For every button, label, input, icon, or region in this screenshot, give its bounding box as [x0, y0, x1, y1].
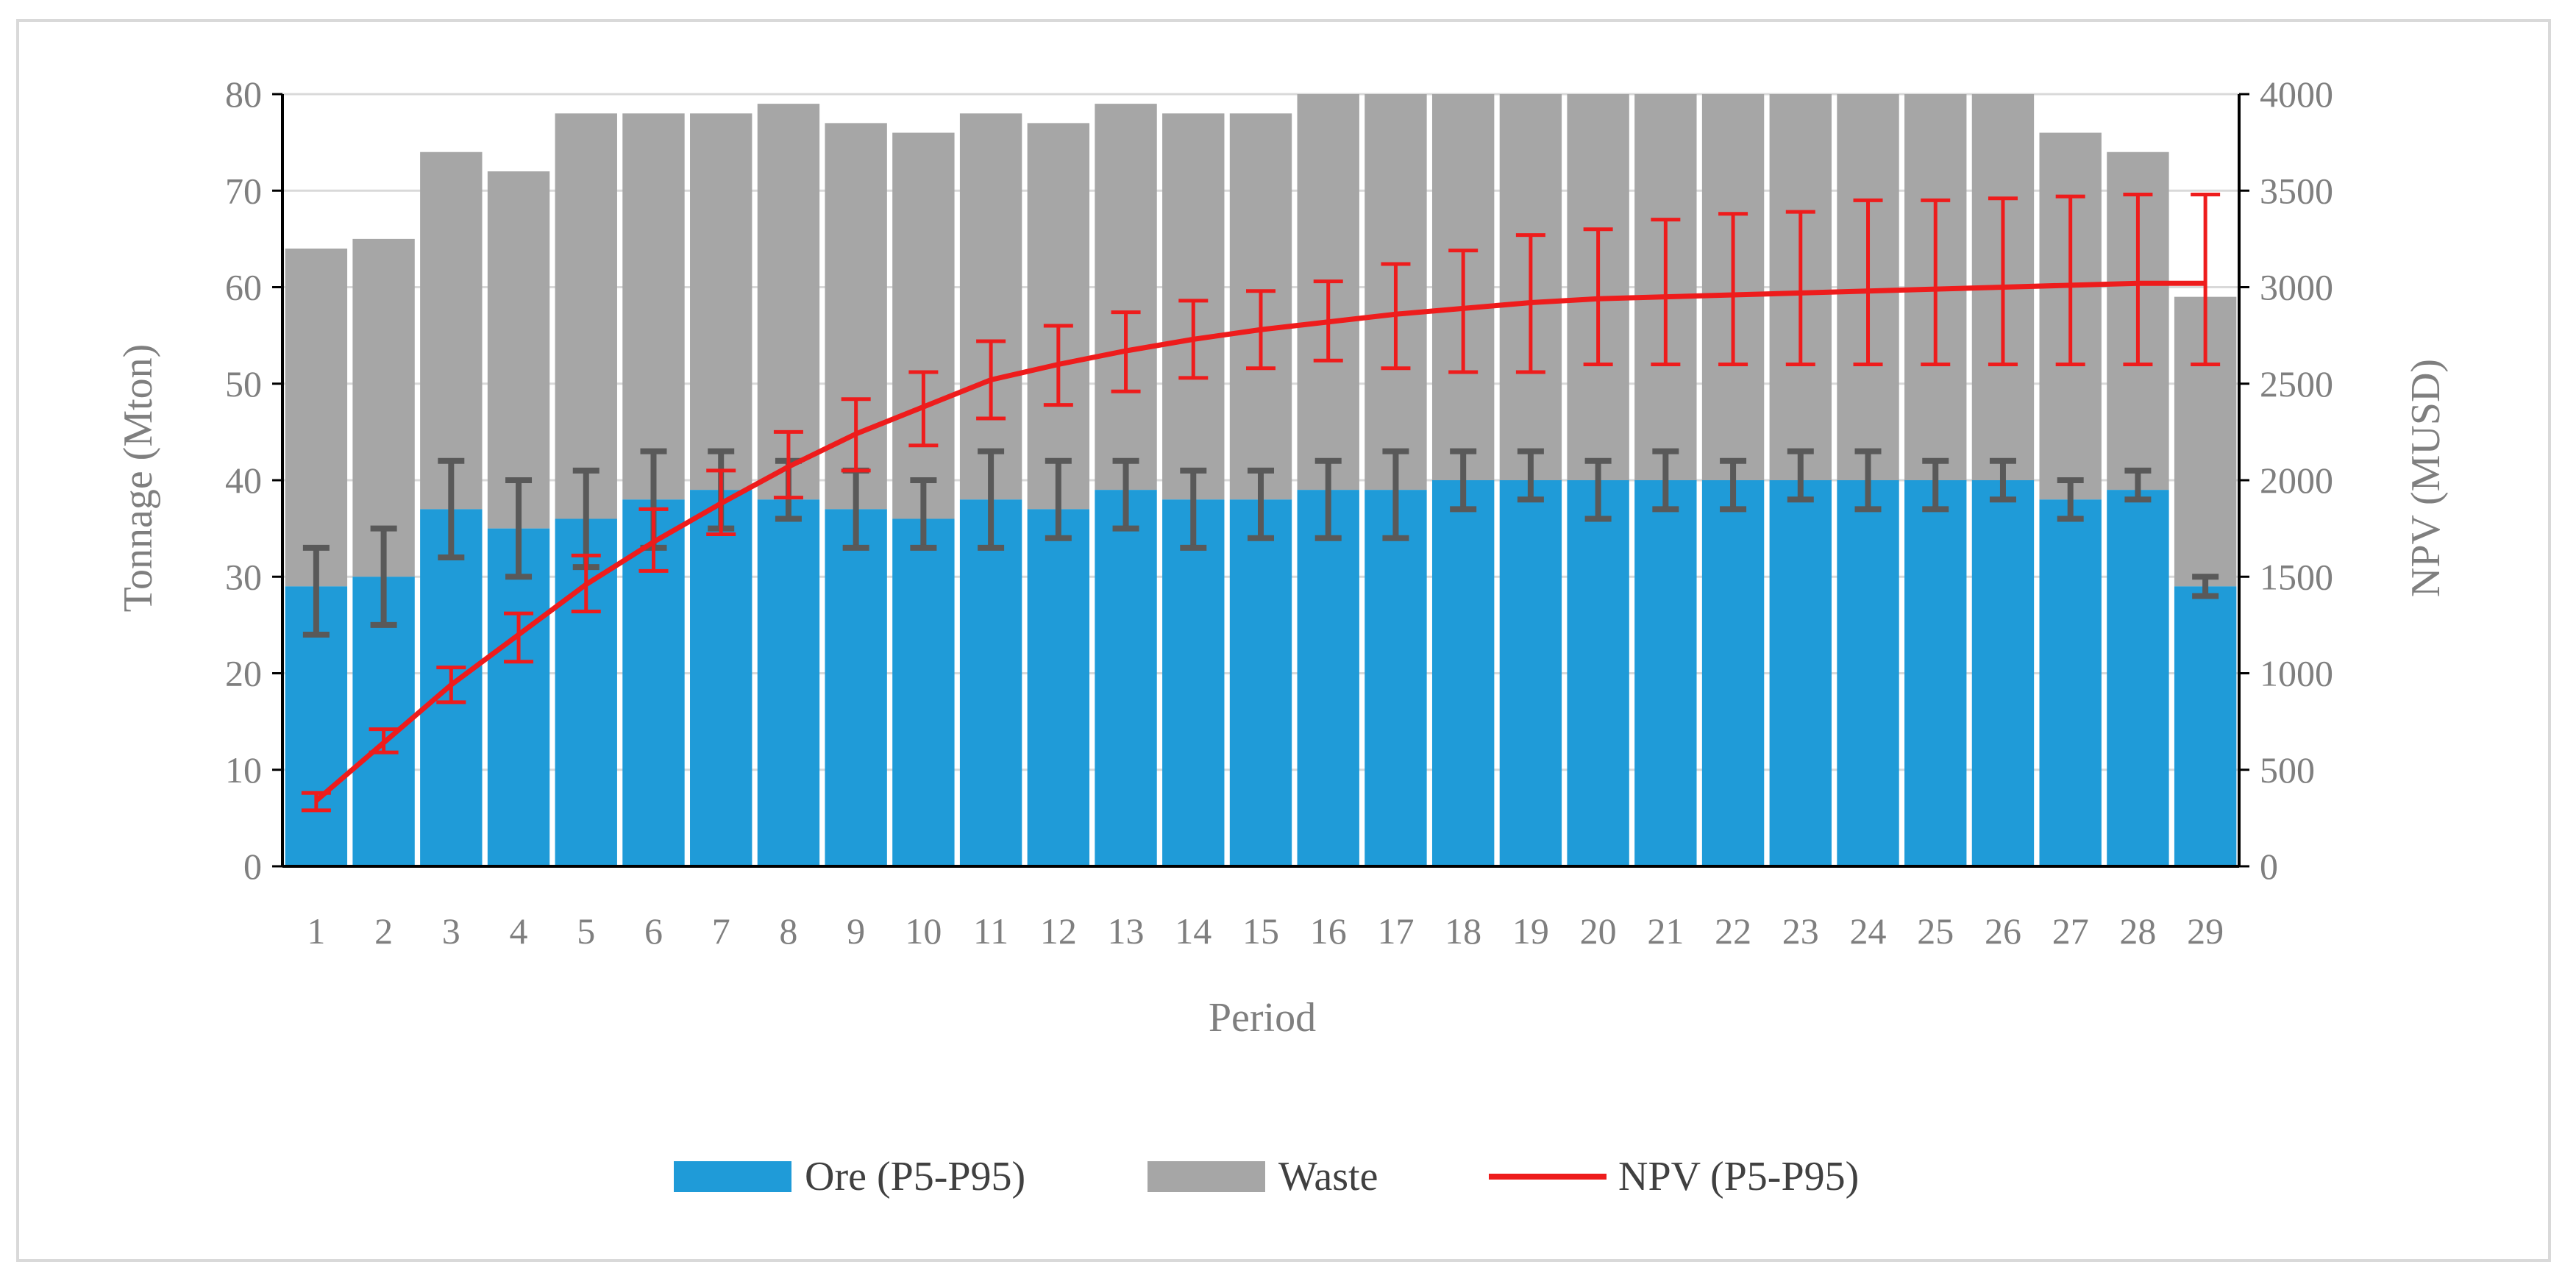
ore-bar [690, 490, 752, 866]
y-tick-label: 40 [225, 460, 262, 501]
ore-bar [2107, 490, 2169, 866]
legend-swatch-waste [1148, 1161, 1265, 1192]
x-tick-label: 13 [1108, 910, 1145, 952]
legend-swatch-ore [674, 1161, 791, 1192]
ore-bar [1095, 490, 1157, 866]
x-tick-label: 1 [307, 910, 325, 952]
bars [285, 94, 2237, 866]
waste-bar [1095, 104, 1157, 491]
ore-bar [1634, 480, 1697, 866]
y2-tick-label: 3000 [2260, 267, 2333, 308]
ore-bar [1701, 480, 1765, 866]
x-tick-label: 24 [1850, 910, 1887, 952]
x-tick-label: 15 [1242, 910, 1279, 952]
ore-bar [1971, 480, 2035, 866]
x-tick-label: 9 [847, 910, 865, 952]
y2-tick-label: 0 [2260, 846, 2278, 887]
x-tick-label: 12 [1040, 910, 1077, 952]
x-tick-label: 16 [1310, 910, 1347, 952]
ore-bar [2174, 586, 2237, 866]
y-tick-label: 30 [225, 556, 262, 597]
ore-bar [1027, 509, 1090, 866]
waste-bar [420, 151, 483, 510]
y2-tick-label: 500 [2260, 749, 2315, 791]
x-axis-title: Period [1209, 995, 1316, 1041]
x-tick-label: 29 [2187, 910, 2224, 952]
chart-frame: 0 10 20 30 40 50 60 70 80 0 500 1000 1500 2000 2500 300… [16, 19, 2551, 1262]
waste-bar [555, 113, 617, 519]
y2-tick-label: 1000 [2260, 653, 2333, 694]
ore-bar [959, 499, 1022, 866]
y-tick-label: 20 [225, 653, 262, 694]
legend-label-ore: Ore (P5-P95) [805, 1154, 1025, 1199]
y2-tick-label: 3500 [2260, 170, 2333, 211]
ore-bar [1431, 480, 1495, 866]
x-tick-label: 28 [2119, 910, 2156, 952]
waste-bar [285, 249, 348, 587]
ore-bar [1837, 480, 1899, 866]
legend-label-waste: Waste [1278, 1154, 1378, 1199]
ore-bar [487, 528, 550, 866]
waste-bar [690, 113, 752, 491]
x-tick-label: 5 [577, 910, 595, 952]
x-tick-label: 14 [1175, 910, 1211, 952]
ore-bar [2039, 499, 2102, 866]
x-tick-label: 3 [442, 910, 460, 952]
x-tick-label: 19 [1512, 910, 1549, 952]
ore-bar [825, 509, 887, 866]
waste-bar [1027, 123, 1090, 510]
x-tick-label: 26 [1985, 910, 2021, 952]
y2-tick-label: 2500 [2260, 363, 2333, 404]
x-tick-label: 27 [2052, 910, 2089, 952]
x-tick-label: 18 [1445, 910, 1481, 952]
x-tick-label: 17 [1377, 910, 1414, 952]
ore-error-bars [302, 448, 2219, 638]
x-tick-label: 21 [1647, 910, 1684, 952]
ore-bar [1365, 490, 1427, 866]
x-tick-label: 11 [973, 910, 1008, 952]
waste-bar [959, 113, 1022, 500]
x-tick-label: 10 [905, 910, 942, 952]
x-tick-label: 6 [644, 910, 663, 952]
y2-tick-label: 1500 [2260, 556, 2333, 597]
x-tick-label: 4 [510, 910, 528, 952]
chart: 0 10 20 30 40 50 60 70 80 0 500 1000 1500 2000 2500 300… [115, 74, 2449, 1199]
legend: Ore (P5-P95) Waste NPV (P5-P95) [674, 1154, 1859, 1199]
y2-tick-label: 2000 [2260, 460, 2333, 501]
x-tick-label: 25 [1917, 910, 1954, 952]
y-tick-label: 10 [225, 749, 262, 791]
tick-labels: 0 10 20 30 40 50 60 70 80 0 500 1000 1500 2000 2500 300… [225, 74, 2333, 952]
ore-bar [1567, 480, 1629, 866]
x-tick-label: 23 [1782, 910, 1819, 952]
y-tick-label: 0 [243, 846, 262, 887]
ore-bar [892, 518, 955, 866]
x-tick-label: 8 [779, 910, 797, 952]
ore-bar [1499, 480, 1562, 866]
ore-bar [757, 499, 820, 866]
x-tick-label: 22 [1715, 910, 1751, 952]
legend-label-npv: NPV (P5-P95) [1618, 1154, 1859, 1199]
x-tick-label: 20 [1580, 910, 1617, 952]
ore-bar [1162, 499, 1225, 866]
y-tick-label: 50 [225, 363, 262, 404]
waste-bar [487, 171, 550, 529]
x-tick-label: 2 [374, 910, 393, 952]
ore-bar [1297, 490, 1359, 866]
y-axis-title: Tonnage (Mton) [115, 344, 161, 613]
waste-bar [622, 113, 685, 500]
y-tick-label: 80 [225, 74, 262, 115]
ore-bar [1229, 499, 1292, 866]
y2-tick-label: 4000 [2260, 74, 2333, 115]
ore-bar [1769, 480, 1832, 866]
y2-axis-title: NPV (MUSD) [2403, 359, 2449, 597]
axes [272, 93, 2249, 868]
waste-bar [352, 238, 415, 577]
y-tick-label: 60 [225, 267, 262, 308]
x-tick-label: 7 [712, 910, 730, 952]
ore-bar [1904, 480, 1967, 866]
y-tick-label: 70 [225, 170, 262, 211]
waste-bar [892, 132, 955, 519]
npv-error-bars [301, 193, 2221, 813]
